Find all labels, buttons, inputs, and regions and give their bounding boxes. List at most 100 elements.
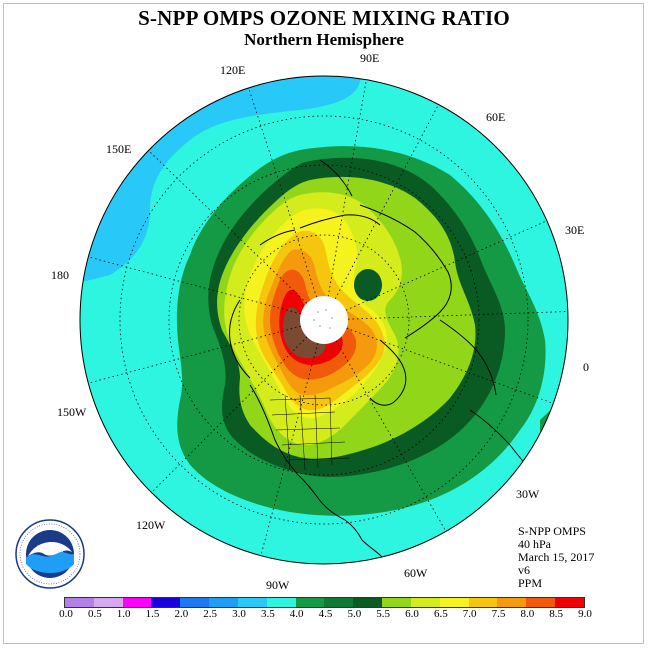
colorbar-tick-label: 2.5: [203, 608, 218, 620]
colorbar-tick-label: 7.5: [491, 608, 506, 620]
frame-border-right: [643, 3, 644, 644]
info-pressure-level: 40 hPa: [518, 537, 551, 551]
coastline-alaska: [229, 299, 251, 379]
colorbar-swatch: [65, 598, 94, 607]
colorbar-swatch: [122, 598, 152, 607]
frame-border-top: [3, 3, 644, 4]
coastlines: [229, 159, 541, 561]
lon-label-90e: 90E: [360, 51, 380, 65]
lon-label-90w: 90W: [266, 578, 290, 592]
noaa-logo-text: NOAA: [37, 544, 64, 554]
coastline-north-america: [249, 384, 386, 561]
colorbar-tick-label: 6.0: [405, 608, 419, 620]
lon-label-150e: 150E: [106, 142, 132, 156]
colorbar-swatch: [439, 598, 469, 607]
coastline-eurasia: [359, 204, 452, 339]
meridian-line: [327, 79, 367, 297]
coastline-europe: [439, 319, 497, 396]
meridian-line: [151, 336, 308, 493]
lon-label-30e: 30E: [565, 223, 585, 237]
meridian-line: [345, 220, 548, 311]
colorbar-tick-label: 8.5: [549, 608, 564, 620]
colorbar-tick-label: 5.5: [376, 608, 391, 620]
colorbar-tick-label: 4.0: [289, 608, 304, 620]
meridian-line: [88, 325, 301, 384]
meridian-line: [346, 327, 554, 404]
us-border-line-1: [269, 397, 351, 461]
colorbar-swatch: [324, 598, 354, 607]
colorbar-swatch: [237, 598, 267, 607]
us-border-line-2: [284, 394, 333, 471]
meridian-line: [88, 256, 301, 315]
colorbar-tick-label: 2.0: [174, 608, 189, 620]
us-state-borders: [269, 394, 351, 471]
info-date: March 15, 2017: [518, 550, 595, 564]
graticule: [88, 79, 568, 556]
frame-border-left: [3, 3, 4, 644]
latitude-circle-50n: [168, 164, 480, 476]
map-info-block: S-NPP OMPS 40 hPa March 15, 2017 v6 PPM: [518, 525, 594, 590]
colorbar-swatch: [151, 598, 181, 607]
meridian-lines: [88, 79, 568, 556]
colorbar-swatch: [555, 598, 584, 607]
map-outline: [79, 75, 569, 565]
pole-dot-pattern: [313, 309, 333, 329]
info-units: PPM: [518, 576, 543, 590]
colorbar-tick-label: 3.0: [232, 608, 246, 620]
colorbar-swatch: [468, 598, 498, 607]
colorbar-tick-label: 0.0: [59, 608, 73, 620]
colorbar-tick-label: 1.5: [145, 608, 160, 620]
colorbar-swatch: [526, 598, 556, 607]
info-instrument: S-NPP OMPS: [518, 524, 586, 538]
lon-label-0: 0: [583, 360, 589, 374]
meridian-line: [335, 340, 447, 532]
colorbar: [64, 597, 585, 608]
frame-border-bottom: [3, 643, 644, 644]
meridian-line: [148, 150, 308, 304]
colorbar-tick-label: 0.5: [87, 608, 102, 620]
colorbar-tick-label: 7.0: [462, 608, 477, 620]
colorbar-tick-label: 5.0: [347, 608, 362, 620]
colorbar-tick-label: 9.0: [578, 608, 592, 620]
lon-label-120w: 120W: [136, 518, 166, 532]
colorbar-swatch: [266, 598, 296, 607]
colorbar-swatch: [93, 598, 123, 607]
latitude-circle-70n: [238, 234, 410, 406]
coastline-east-asia: [319, 159, 353, 197]
meridian-line: [334, 104, 439, 299]
lon-label-60w: 60W: [404, 566, 428, 580]
meridian-line: [248, 87, 317, 298]
latitude-circle-30n: [119, 115, 529, 525]
lon-label-180: 180: [51, 268, 69, 282]
colorbar-tick-label: 6.5: [433, 608, 448, 620]
coastline-greenland: [369, 339, 407, 406]
colorbar-tick-label: 3.5: [260, 608, 275, 620]
coastline-eurasia-north: [299, 214, 381, 229]
pole-no-data-disc: [300, 296, 348, 344]
colorbar-swatch: [295, 598, 325, 607]
noaa-logo: NOAA: [15, 519, 85, 589]
colorbar-tick-label: 4.5: [318, 608, 333, 620]
colorbar-swatch: [410, 598, 440, 607]
ozone-field-50-55-island: [354, 269, 382, 301]
lon-label-30w: 30W: [516, 487, 540, 501]
lon-label-120e: 120E: [220, 63, 246, 77]
colorbar-swatch: [180, 598, 210, 607]
lon-label-150w: 150W: [57, 405, 87, 419]
meridian-line: [260, 343, 319, 556]
colorbar-swatch: [382, 598, 411, 607]
lon-label-60e: 60E: [486, 110, 506, 124]
map-title: S-NPP OMPS OZONE MIXING RATIO: [138, 6, 510, 30]
colorbar-tick-labels: 0.0 0.5 1.0 1.5 2.0 2.5 3.0 3.5 4.0 4.5 5.0 5.5 6.0 6…: [0, 608, 648, 622]
coastline-siberia: [259, 229, 296, 246]
colorbar-swatch: [497, 598, 527, 607]
colorbar-tick-label: 1.0: [116, 608, 131, 620]
meridian-line: [347, 311, 568, 320]
colorbar-swatch: [353, 598, 383, 607]
info-version: v6: [518, 563, 530, 577]
colorbar-swatch: [209, 598, 238, 607]
colorbar-tick-label: 8.0: [520, 608, 535, 620]
map-subtitle: Northern Hemisphere: [244, 30, 404, 49]
